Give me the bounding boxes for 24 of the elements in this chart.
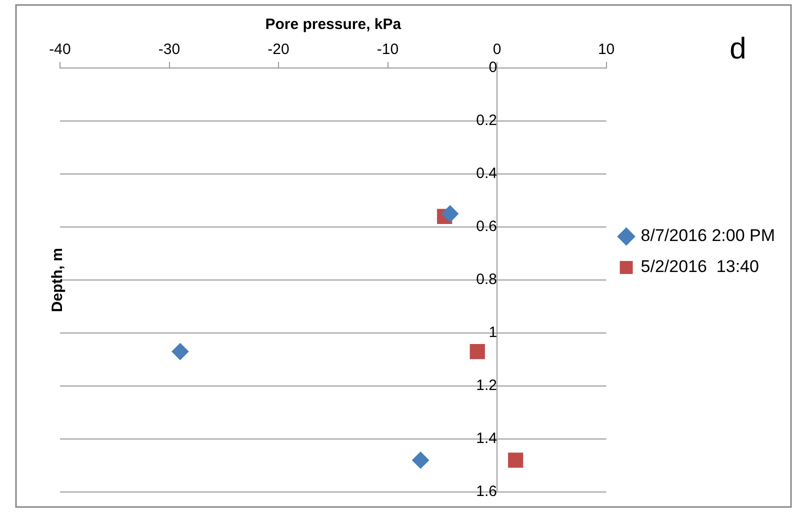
y-axis-title: Depth, m — [49, 248, 66, 312]
x-tick-label: -30 — [158, 41, 180, 58]
y-tick-label: 0 — [488, 59, 498, 76]
y-tick-label: 1.2 — [476, 377, 498, 394]
x-axis-title: Pore pressure, kPa — [265, 16, 402, 34]
point — [508, 452, 524, 468]
x-tick-label: -20 — [268, 41, 290, 58]
legend-label: 8/7/2016 2:00 PM — [640, 226, 776, 246]
legend-label: 5/2/2016 13:40 — [640, 257, 759, 276]
x-tick-label: -40 — [49, 41, 71, 58]
y-tick-label: 0.2 — [476, 112, 498, 130]
point — [172, 343, 189, 360]
point — [412, 452, 430, 469]
y-tick-label: 1.4 — [476, 430, 498, 448]
y-tick-label: 0.6 — [476, 218, 498, 236]
y-tick-label: 1.6 — [476, 483, 498, 500]
point — [442, 205, 459, 222]
y-tick-label: 1 — [488, 324, 498, 342]
y-tick-label: 0.4 — [476, 165, 498, 182]
x-tick-label: -10 — [376, 41, 399, 58]
point — [470, 344, 485, 360]
text: d — [730, 32, 746, 66]
y-tick-label: 0.8 — [476, 271, 498, 288]
x-tick-label: 10 — [598, 41, 615, 58]
